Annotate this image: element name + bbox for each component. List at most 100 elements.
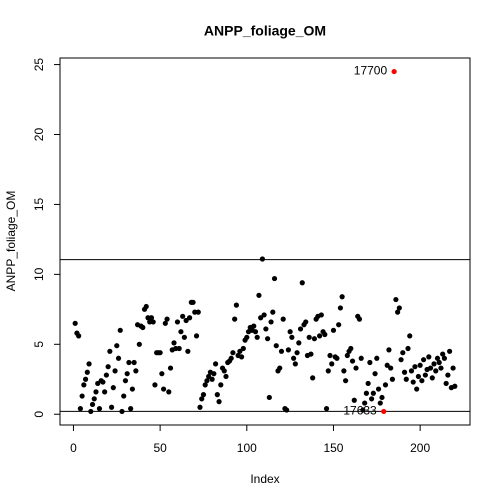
point [362,400,368,406]
point-label: 17700 [354,64,388,78]
point [140,324,146,331]
point [308,351,314,357]
point [82,376,89,382]
point [348,345,354,352]
point [204,378,210,384]
point [256,292,262,298]
point [395,309,401,315]
point [162,320,168,326]
point [407,333,413,339]
point [178,329,184,335]
point [426,354,432,360]
point [261,312,267,318]
point [334,355,340,361]
point [86,361,92,367]
point [365,380,371,387]
point [266,394,272,401]
point [230,350,236,356]
point [238,354,245,360]
point [349,358,356,364]
point [370,390,376,396]
point [401,369,408,375]
point [372,371,378,377]
point [181,334,187,340]
point [353,365,359,371]
point [374,355,380,361]
x-axis-label: Index [250,472,279,486]
point [91,396,97,402]
point [228,355,234,361]
point [360,407,366,413]
point [110,385,116,391]
highlight-point [381,408,387,415]
point [431,361,437,367]
point [421,357,427,363]
point [126,359,132,366]
point [136,341,142,347]
point [129,386,135,392]
point [88,408,94,415]
point [171,340,177,346]
point [102,389,108,395]
point [429,375,435,381]
point [278,348,285,354]
point [89,401,96,408]
point [386,347,392,353]
point [117,327,123,333]
point [197,404,203,410]
point [105,364,111,370]
point [396,305,402,311]
point [440,351,446,357]
point [415,373,422,380]
point [339,294,345,300]
point [388,365,394,371]
point [408,368,415,374]
point [107,348,113,354]
point [202,382,208,388]
point [152,382,158,388]
point [289,334,295,340]
point [318,312,324,318]
point [93,389,99,395]
point [285,347,292,353]
point [414,386,420,392]
point [159,371,165,377]
point [329,361,335,367]
point [268,319,274,325]
point [297,326,304,332]
point [377,400,383,406]
point [419,378,425,384]
point [124,371,130,377]
point [77,406,83,412]
point [240,345,246,352]
point [447,348,453,354]
point [443,380,449,387]
point [214,392,220,398]
point [291,355,297,361]
point [311,336,318,342]
point [341,368,347,374]
point [343,378,349,384]
point [363,390,370,396]
point [79,393,85,399]
point [405,345,411,352]
x-tick-label: 150 [323,441,343,455]
point [403,376,409,382]
point [183,317,189,324]
point [434,355,441,361]
point [422,372,428,378]
point [393,296,399,303]
point [212,361,219,367]
point [433,368,439,374]
point [95,380,101,387]
point [128,406,134,412]
plot-box [59,57,471,426]
point [303,319,309,325]
point [190,299,196,305]
point [277,365,283,371]
point [166,389,172,395]
point [450,365,456,371]
point [417,362,423,368]
